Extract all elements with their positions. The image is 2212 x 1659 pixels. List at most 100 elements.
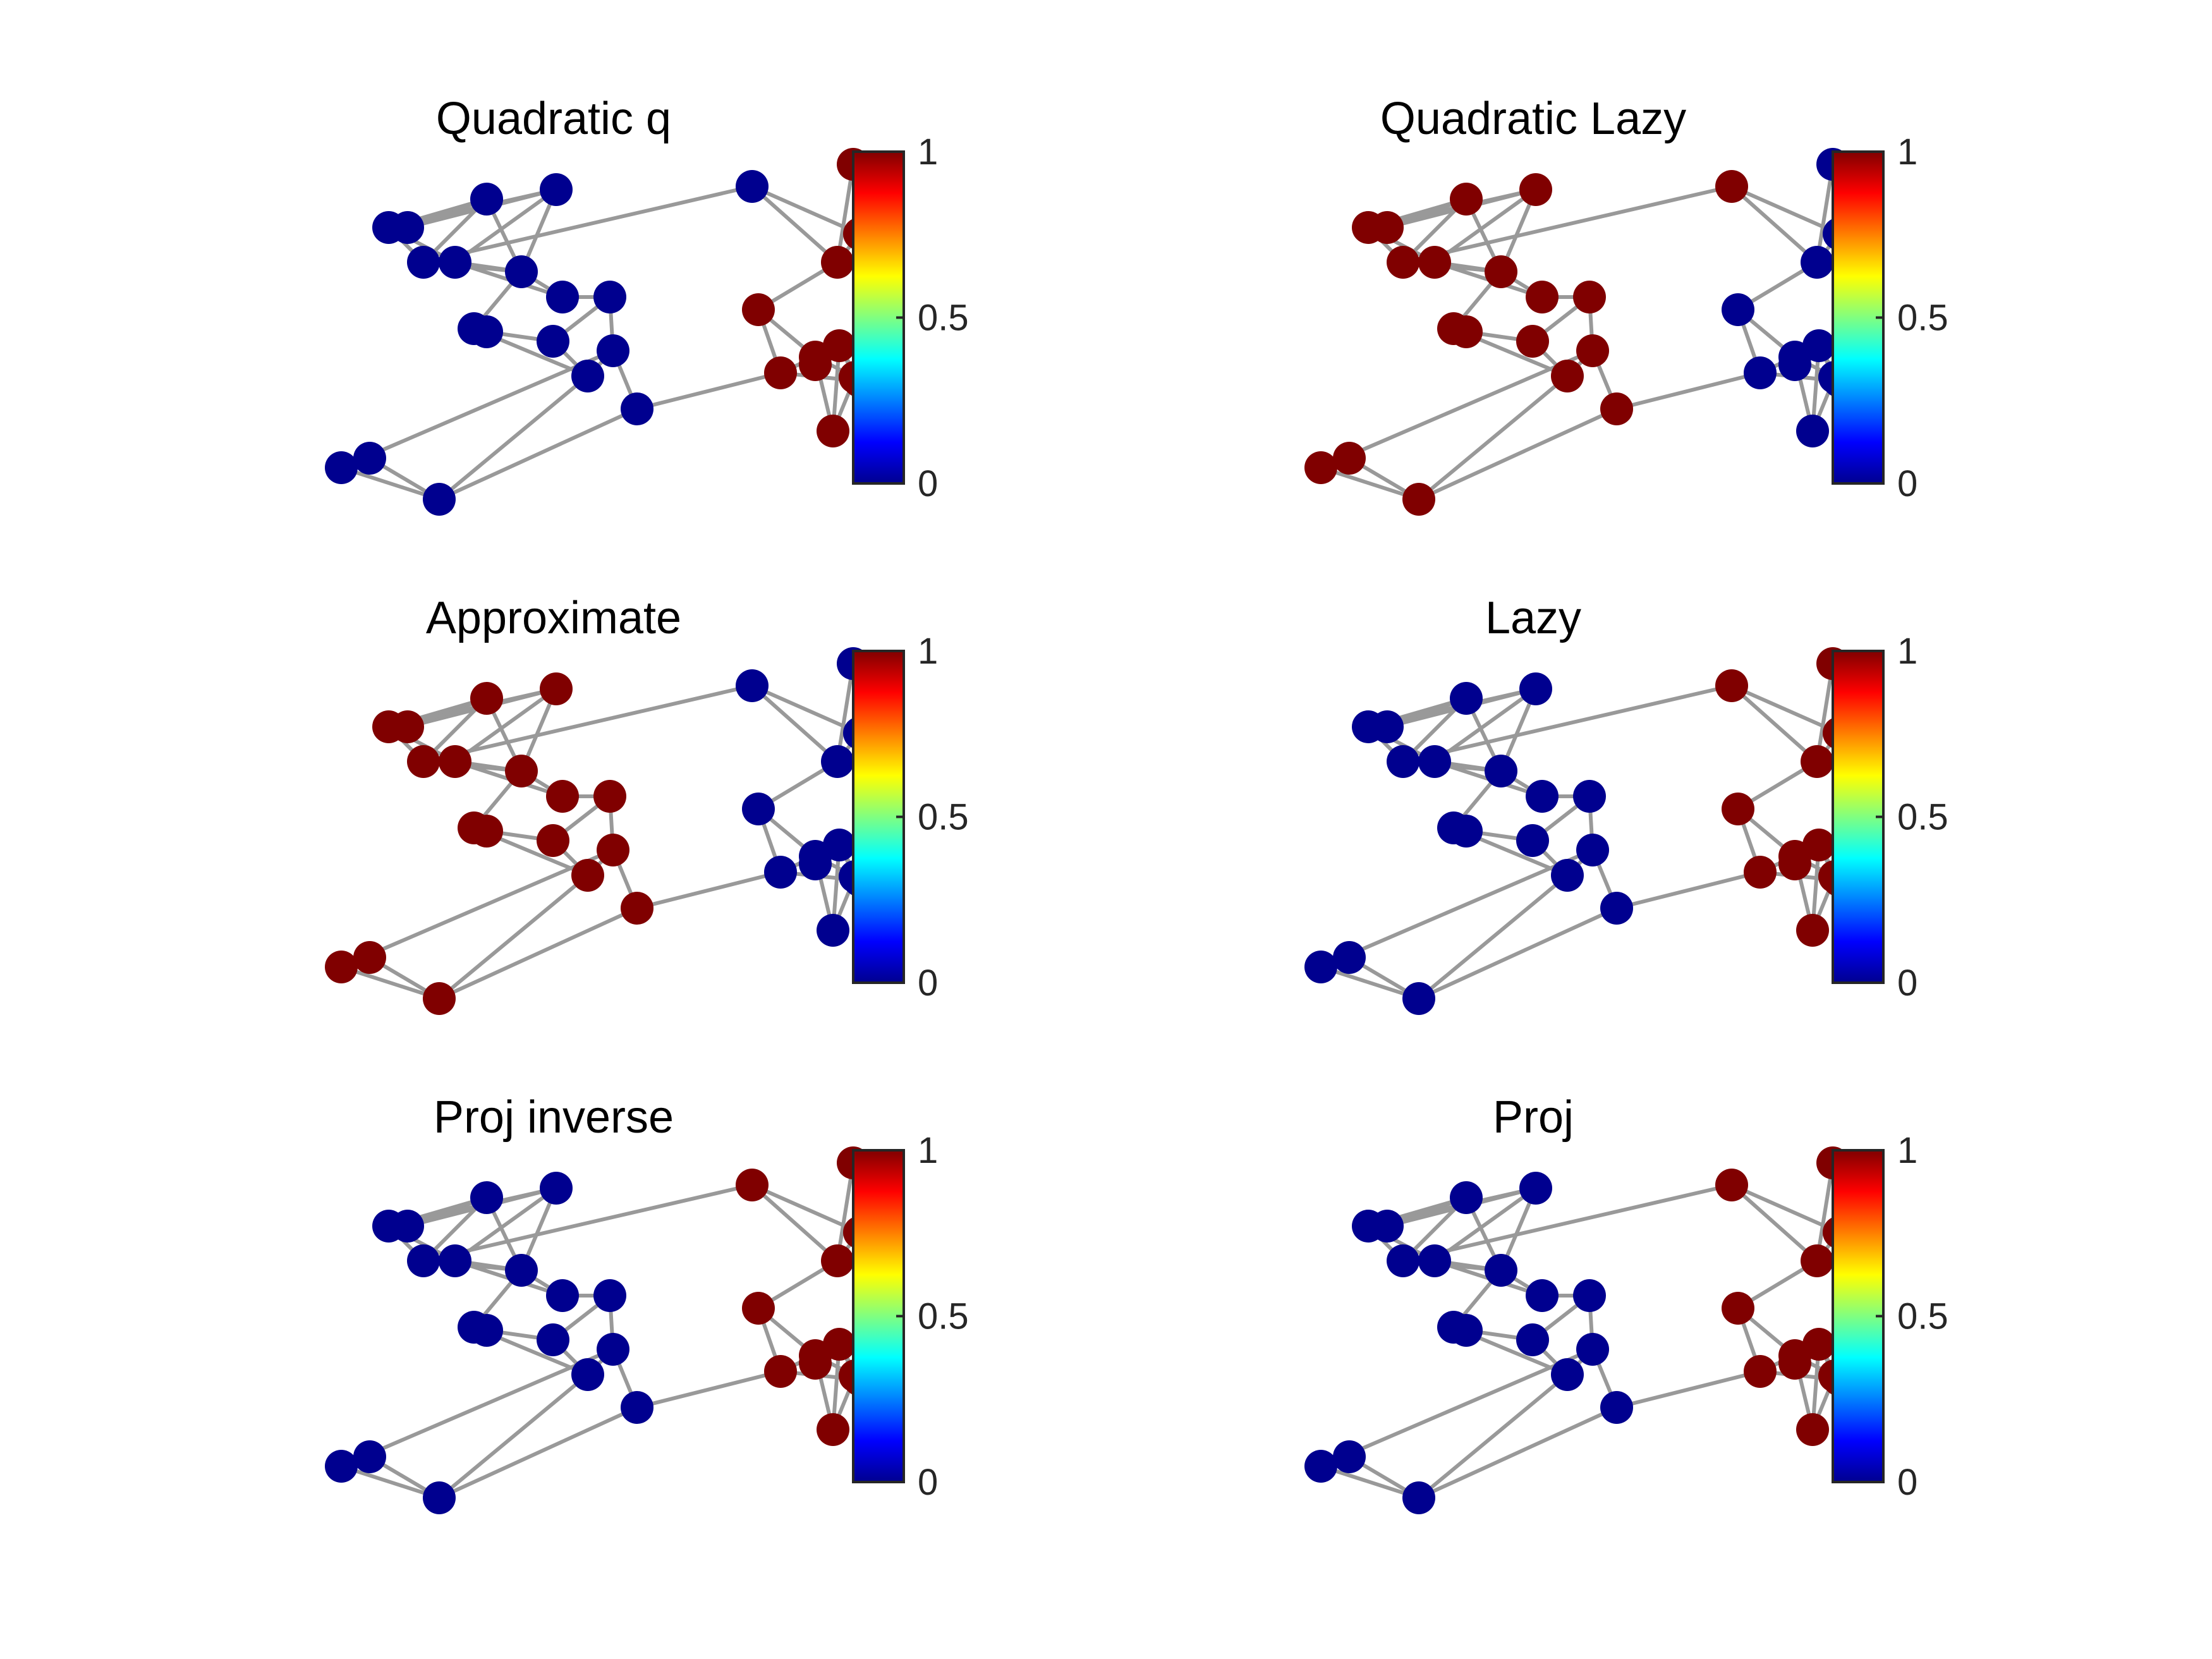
graph-node xyxy=(1450,682,1483,715)
graph-edge xyxy=(1815,662,1835,763)
graph-edge xyxy=(1730,185,1819,264)
graph-edge xyxy=(339,848,615,969)
colorbar-tick-label: 1 xyxy=(1897,631,1917,672)
panel-title: Proj xyxy=(1493,1092,1574,1143)
panel-title: Quadratic Lazy xyxy=(1380,94,1686,144)
graph-node xyxy=(470,1314,503,1347)
graph-node xyxy=(1715,1169,1748,1201)
graph-node xyxy=(1450,815,1483,848)
graph-node xyxy=(1778,348,1811,381)
graph-edge xyxy=(750,684,839,763)
graph-edge xyxy=(1319,349,1595,470)
graph-edge xyxy=(422,684,754,763)
panel-approximate: Approximate 00.51 xyxy=(325,593,969,1015)
graph-node xyxy=(1600,1391,1633,1424)
graph-node xyxy=(1722,1292,1754,1325)
graph-node xyxy=(1600,392,1633,425)
graph-node xyxy=(372,211,405,244)
graph-node xyxy=(1551,1358,1584,1391)
graph-node xyxy=(353,941,386,974)
graph-node xyxy=(817,914,849,947)
graph-node xyxy=(817,1413,849,1446)
graph-edge xyxy=(1417,873,1569,1000)
graph-node xyxy=(1526,281,1559,313)
graph-edge xyxy=(635,371,782,411)
graph-node xyxy=(817,415,849,447)
graph-node xyxy=(1450,1314,1483,1347)
graph-node xyxy=(1801,1244,1833,1277)
graph-node xyxy=(1526,780,1559,813)
colorbar-tick-label: 0 xyxy=(1897,963,1917,1004)
graph-node xyxy=(1450,315,1483,348)
colorbar-tick-label: 0.5 xyxy=(918,298,969,339)
graph-edge xyxy=(453,687,558,763)
graph xyxy=(325,148,904,516)
colorbar-tick-label: 0.5 xyxy=(918,1296,969,1337)
graph-node xyxy=(537,824,569,857)
graph-node xyxy=(764,1355,797,1388)
graph-edge xyxy=(1815,162,1835,264)
panel-proj-inverse: Proj inverse 00.51 xyxy=(325,1092,969,1514)
colorbar-gradient xyxy=(853,1150,904,1482)
colorbar-tick-label: 1 xyxy=(918,131,938,173)
panel-lazy: Lazy 00.51 xyxy=(1304,593,1948,1015)
graph-node xyxy=(823,329,856,362)
graph-node xyxy=(407,246,440,279)
graph-node xyxy=(597,334,629,367)
graph-node xyxy=(1418,246,1451,279)
graph-edge xyxy=(437,906,639,1000)
graph-node xyxy=(470,183,503,216)
graph-node xyxy=(546,281,579,313)
graph-node xyxy=(823,829,856,861)
graph-node xyxy=(1573,780,1606,813)
colorbar-tick-label: 1 xyxy=(918,1130,938,1171)
graph-node xyxy=(821,1244,854,1277)
graph-node xyxy=(571,360,604,392)
graph-node xyxy=(423,1481,456,1514)
graph-edge xyxy=(635,1370,782,1409)
graph-node xyxy=(1744,856,1777,889)
graph-edge xyxy=(1615,371,1762,411)
colorbar: 00.51 xyxy=(852,1130,969,1503)
graph-edge xyxy=(437,1406,639,1500)
graph-edge xyxy=(453,1186,558,1263)
colorbar-tick-label: 0 xyxy=(1897,463,1917,504)
graph-edge xyxy=(339,1347,615,1468)
graph-node xyxy=(1576,334,1609,367)
colorbar-gradient xyxy=(853,152,904,483)
graph-node xyxy=(799,1347,832,1380)
graph-node xyxy=(597,1333,629,1366)
graph-edge xyxy=(1417,374,1569,501)
graph-edge xyxy=(437,407,639,501)
graph-node xyxy=(470,815,503,848)
graph-edge xyxy=(1319,965,1421,1000)
graph-edge xyxy=(1433,687,1538,763)
panel-title: Quadratic q xyxy=(436,94,671,144)
graph-node xyxy=(1715,170,1748,203)
graph-node xyxy=(1796,415,1829,447)
graph-node xyxy=(546,1279,579,1312)
colorbar: 00.51 xyxy=(852,131,969,504)
graph-node xyxy=(439,246,471,279)
colorbar-gradient xyxy=(1833,1150,1883,1482)
graph-node xyxy=(742,293,775,326)
colorbar-tick-label: 1 xyxy=(1897,131,1917,173)
graph-edge xyxy=(437,374,590,501)
graph-node xyxy=(1576,1333,1609,1366)
graph-node xyxy=(1333,941,1366,974)
graph-node xyxy=(821,246,854,279)
graph-node xyxy=(1418,745,1451,778)
panel-proj: Proj 00.51 xyxy=(1304,1092,1948,1514)
graph-edge xyxy=(1417,1373,1569,1500)
panel-title: Lazy xyxy=(1485,593,1581,643)
graph-node xyxy=(1744,356,1777,389)
graph-edge xyxy=(1615,870,1762,910)
colorbar: 00.51 xyxy=(1832,1130,1948,1503)
colorbar-gradient xyxy=(853,651,904,983)
graph xyxy=(1304,647,1884,1015)
graph-edge xyxy=(1615,1370,1762,1409)
graph-node xyxy=(1778,1347,1811,1380)
graph-node xyxy=(742,1292,775,1325)
graph-node xyxy=(1418,1244,1451,1277)
